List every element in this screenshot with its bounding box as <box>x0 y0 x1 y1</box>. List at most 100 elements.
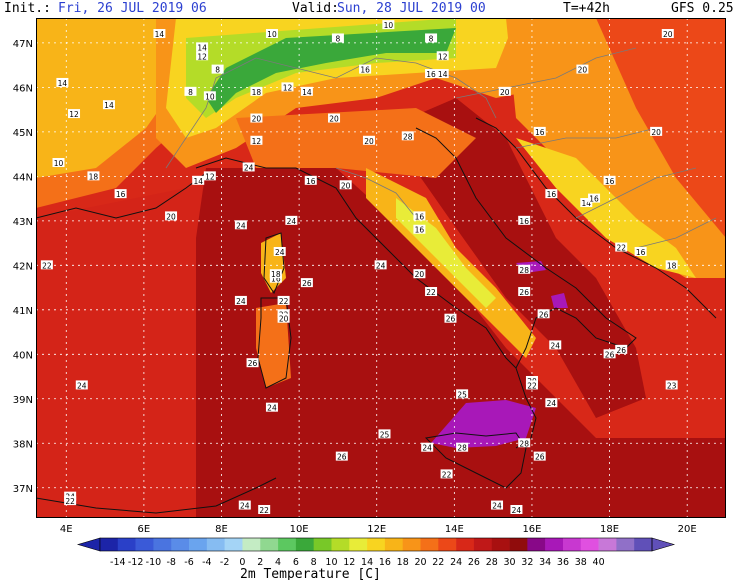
colorbar-cell <box>384 538 404 551</box>
temperature-label-box <box>273 246 286 256</box>
temperature-label: 12 <box>250 135 263 146</box>
temperature-label: 14 <box>436 69 449 79</box>
temperature-label-box <box>102 100 115 110</box>
temperature-label-box <box>335 451 348 461</box>
latitude-label: 45N <box>13 128 33 139</box>
temperature-label-box <box>359 64 372 74</box>
temperature-label-box <box>203 91 216 101</box>
temperature-label-box <box>87 171 100 181</box>
temperature-label-text: 26 <box>616 346 626 355</box>
temperature-label-box <box>374 260 387 270</box>
temperature-label-box <box>510 504 523 514</box>
temperature-label: 20 <box>498 86 511 97</box>
temperature-label-box <box>413 269 426 279</box>
colorbar-cell <box>367 538 386 551</box>
temperature-label-text: 20 <box>663 30 673 39</box>
temperature-label-text: 16 <box>589 195 599 204</box>
colorbar-cell <box>473 538 493 551</box>
colorbar-cell <box>580 538 599 551</box>
temperature-label: 22 <box>40 260 53 270</box>
temperature-label-text: 22 <box>65 497 75 506</box>
colorbar-tick-label: -6 <box>184 557 193 568</box>
field-balkan-yellow <box>516 138 696 278</box>
temperature-label: 16 <box>114 189 127 199</box>
temperature-label-box <box>242 162 255 172</box>
temperature-label-text: 18 <box>252 88 262 97</box>
temperature-label-text: 20 <box>364 137 374 146</box>
temperature-label: 26 <box>537 309 550 319</box>
temperature-label-text: 24 <box>236 297 246 306</box>
temperature-label: 26 <box>300 278 313 288</box>
temperature-label-text: 14 <box>197 43 207 52</box>
temperature-label: 8 <box>331 33 344 43</box>
temperature-label: 24 <box>545 398 558 408</box>
temperature-label-text: 14 <box>193 177 203 186</box>
colorbar-tick-label: 28 <box>486 557 498 568</box>
temperature-label: 10 <box>52 158 65 168</box>
colorbar-tick-label: 32 <box>521 557 533 568</box>
temperature-label: 16 <box>533 126 546 137</box>
temperature-label: 12 <box>281 82 294 92</box>
temperature-label-text: 26 <box>605 350 615 359</box>
colorbar-tick-label: 40 <box>593 557 605 568</box>
temperature-label-text: 16 <box>636 248 646 257</box>
temperature-label-text: 22 <box>279 297 289 306</box>
temperature-label-text: 12 <box>252 137 262 146</box>
temperature-label-box <box>258 504 271 514</box>
latitude-label: 43N <box>13 217 33 228</box>
temperature-label: 22 <box>277 295 290 306</box>
temperature-label: 26 <box>444 313 457 324</box>
temperature-label-text: 22 <box>442 470 452 479</box>
colorbar-tick-label: -8 <box>166 557 175 568</box>
colorbar-cell <box>295 538 314 551</box>
colorbar-cells <box>76 537 676 552</box>
temperature-label-text: 24 <box>275 248 285 257</box>
temperature-label-box <box>165 211 178 221</box>
temperature-label-text: 26 <box>337 453 347 462</box>
latitude-label: 42N <box>13 261 33 272</box>
colorbar-cell <box>545 538 564 551</box>
temperature-label-text: 14 <box>302 88 312 97</box>
init-label: Init.: <box>4 1 51 16</box>
temperature-label-text: 22 <box>616 244 626 253</box>
colorbar-cell <box>331 538 350 551</box>
temperature-label-text: 26 <box>539 310 549 319</box>
temperature-label: 20 <box>165 211 178 221</box>
init-time: Fri, 26 JUL 2019 06 <box>58 1 207 16</box>
temperature-label-text: 14 <box>104 101 114 110</box>
temperature-label: 24 <box>234 295 247 306</box>
temperature-label-box <box>425 287 438 297</box>
temperature-label-box <box>580 198 593 208</box>
temperature-label-box <box>425 69 438 79</box>
temperature-label: 24 <box>374 260 387 270</box>
temperature-label: 24 <box>273 246 286 257</box>
field-puglia-purple-2 <box>551 293 568 308</box>
temperature-label-text: 26 <box>248 359 258 368</box>
temperature-label-text: 12 <box>197 52 207 61</box>
temperature-label: 20 <box>339 180 352 190</box>
temperature-label: 16 <box>413 224 426 235</box>
temperature-label-box <box>269 269 282 279</box>
latitude-label: 46N <box>13 83 33 94</box>
temperature-label-box <box>413 211 426 221</box>
temperature-label-box <box>285 215 298 225</box>
temperature-label: 14 <box>300 86 313 97</box>
temperature-label: 23 <box>665 380 678 390</box>
temperature-label-text: 10 <box>267 30 277 39</box>
temperature-label: 16 <box>545 189 558 199</box>
temperature-label: 24 <box>549 340 562 350</box>
temperature-label-text: 23 <box>667 381 677 390</box>
temperature-label-text: 16 <box>605 177 615 186</box>
temperature-label-box <box>421 442 434 452</box>
temperature-label-text: 24 <box>236 221 246 230</box>
temperature-label: 14 <box>56 77 69 88</box>
temperature-label: 10 <box>265 29 278 39</box>
colorbar-cell <box>420 538 439 551</box>
temperature-label-text: 8 <box>215 66 220 75</box>
temperature-label: 10 <box>203 91 216 101</box>
colorbar-ticks: -14 -12 -10 -8 -6 -4 -2 0 2 4 6 8 10 12 14 16 18 20 22 24 26… <box>110 557 605 568</box>
colorbar-cell <box>117 538 136 551</box>
temperature-label: 8 <box>211 64 224 75</box>
temperature-label-text: 22 <box>259 506 269 515</box>
